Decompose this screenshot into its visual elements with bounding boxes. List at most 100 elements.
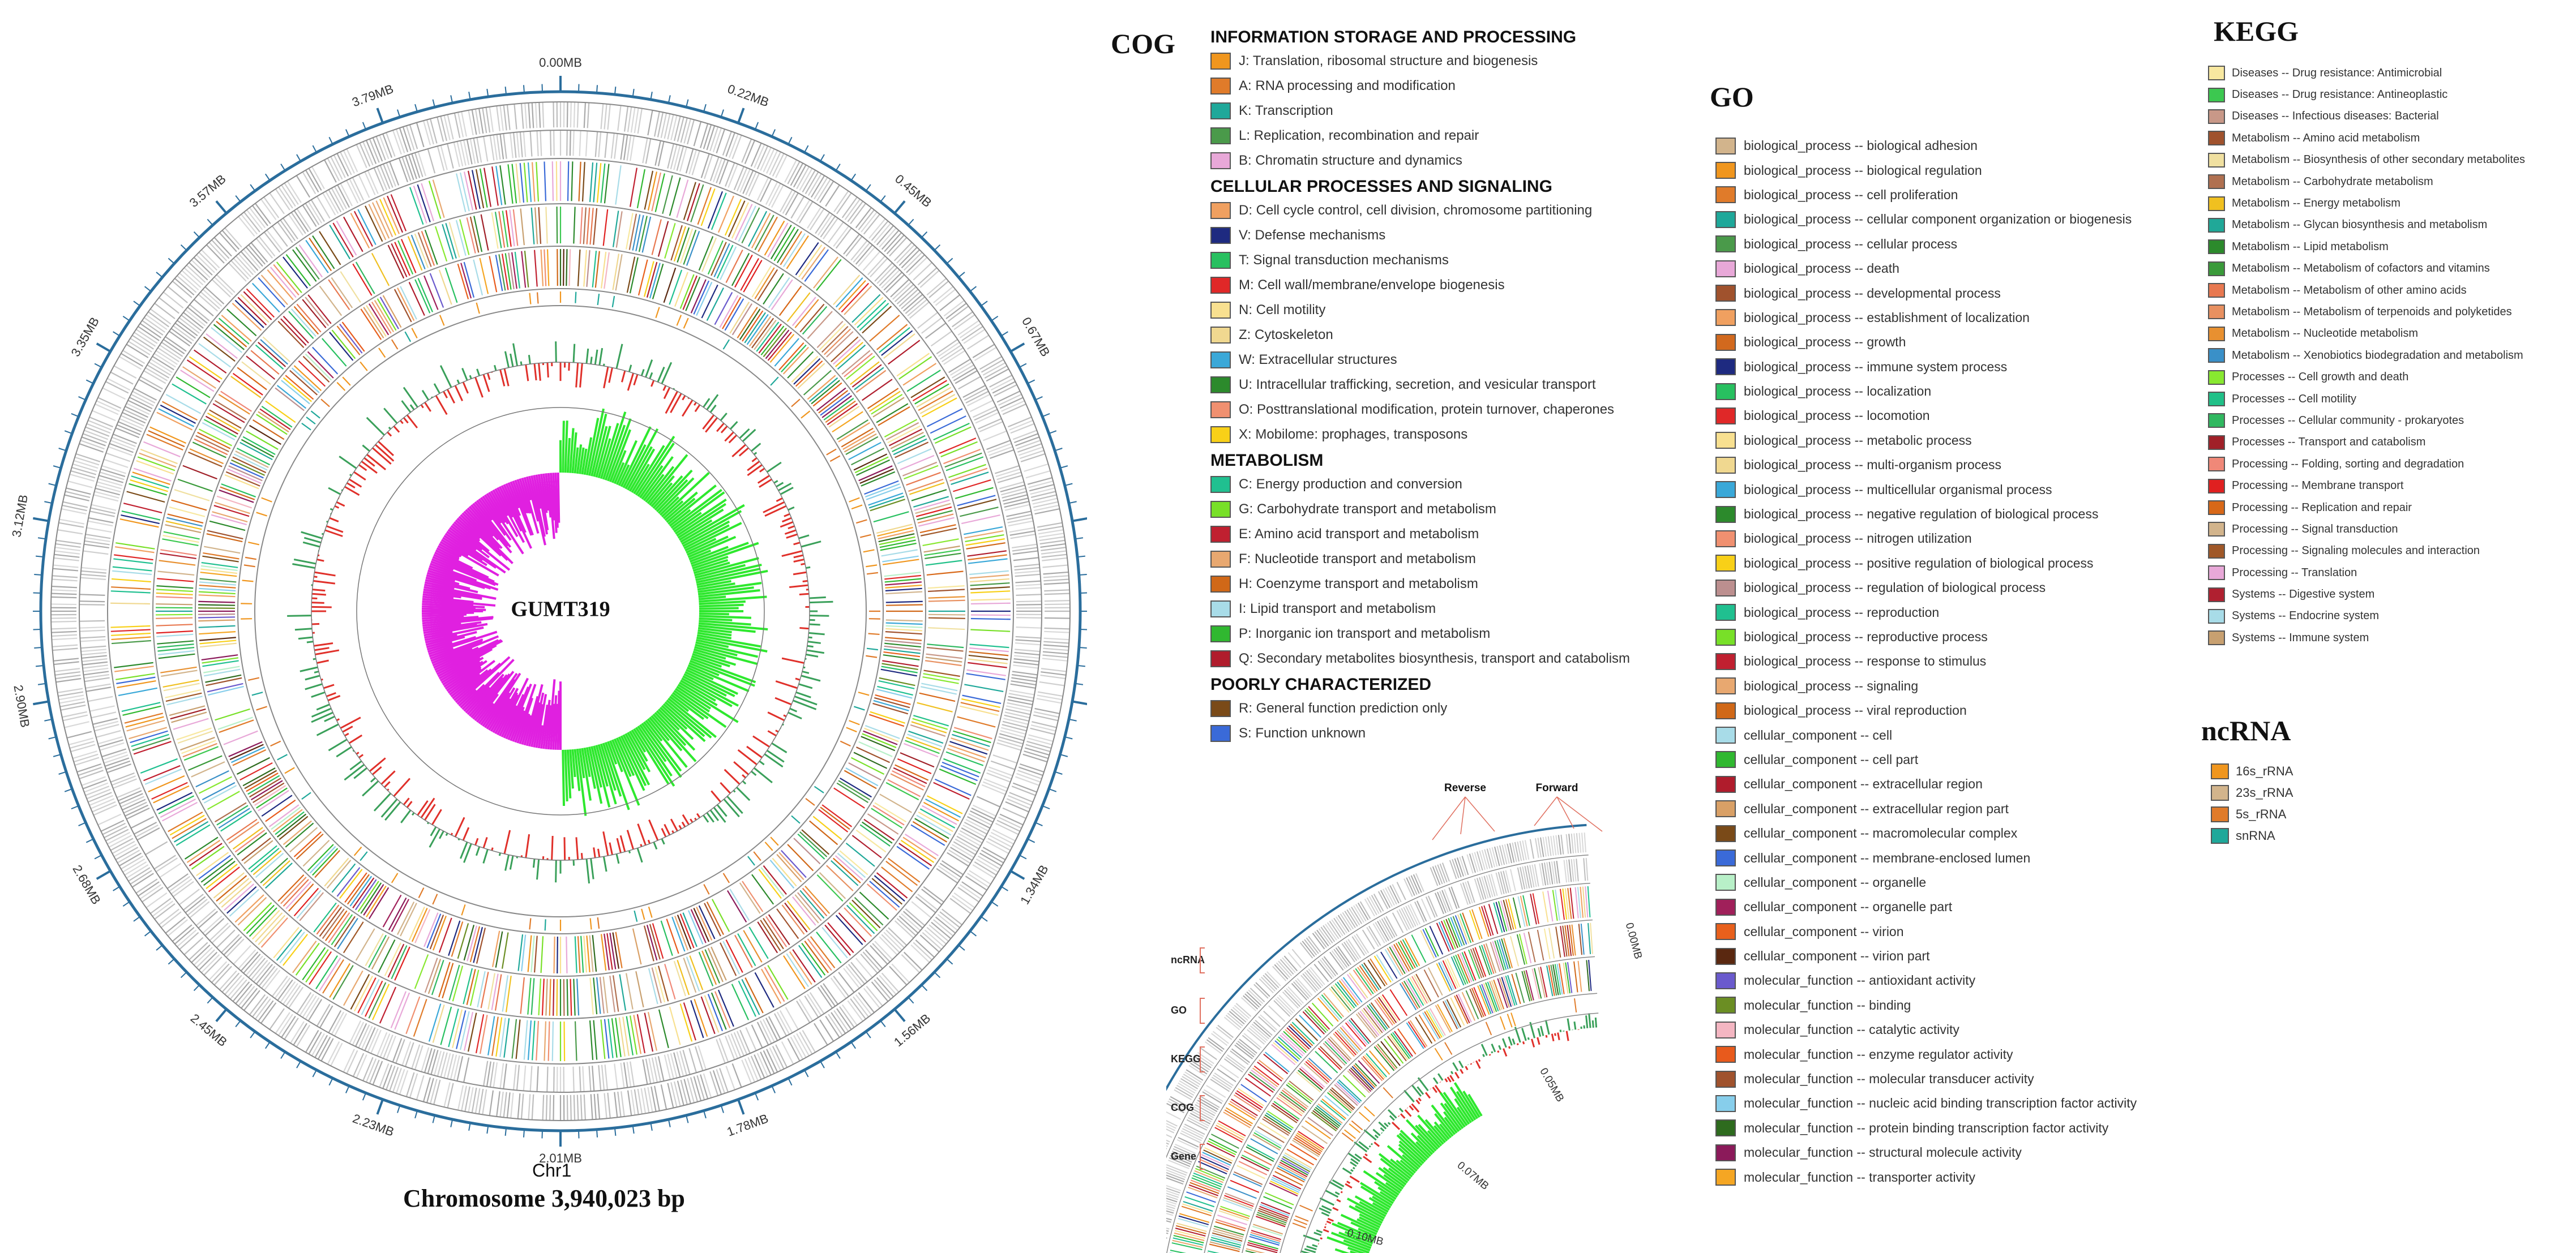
feature-mark	[183, 746, 219, 761]
gc-skew-bar	[510, 481, 533, 536]
feature-mark	[290, 1021, 305, 1044]
feature-mark	[579, 1066, 581, 1092]
feature-mark	[809, 377, 838, 402]
inset-feature-mark	[1410, 903, 1421, 925]
feature-mark	[1043, 641, 1069, 644]
inset-feature-mark	[1214, 1225, 1244, 1235]
feature-mark	[920, 686, 957, 695]
scale-tick	[96, 342, 111, 353]
inset-gc-bar	[1501, 1038, 1507, 1048]
scale-tick	[215, 1008, 228, 1022]
feature-mark	[901, 954, 920, 973]
feature-mark	[797, 892, 822, 921]
feature-mark	[739, 169, 751, 193]
feature-mark	[168, 812, 203, 833]
gc-skew-bar	[672, 692, 709, 719]
feature-mark	[284, 1018, 299, 1040]
feature-mark	[941, 860, 964, 876]
gc-content-bar	[590, 858, 594, 879]
feature-mark	[863, 818, 895, 841]
inset-feature-mark	[1295, 1018, 1319, 1041]
feature-mark	[371, 202, 390, 239]
legend-label: cellular_component -- virion	[1744, 924, 1904, 939]
feature-mark	[208, 866, 240, 892]
feature-mark	[299, 892, 324, 921]
feature-mark	[267, 269, 294, 301]
feature-mark	[186, 839, 221, 863]
gc-skew-bar	[431, 635, 499, 664]
feature-mark	[970, 598, 1011, 601]
feature-mark	[140, 448, 178, 465]
inset-feature-mark	[1509, 843, 1515, 863]
inset-feature-mark	[1529, 865, 1535, 888]
gc-skew-bar	[597, 744, 617, 805]
gc-skew-bar	[434, 551, 489, 579]
feature-mark	[382, 295, 402, 328]
feature-mark	[838, 780, 871, 801]
gc-skew-bar	[696, 636, 768, 653]
inset-feature-mark	[1366, 897, 1377, 916]
inset-feature-mark	[1329, 951, 1344, 971]
feature-mark	[757, 921, 778, 954]
feature-mark	[253, 850, 282, 876]
feature-mark	[493, 1062, 498, 1088]
inset-gc-bar	[1354, 1141, 1368, 1153]
legend-swatch	[1715, 456, 1736, 474]
feature-mark	[466, 217, 476, 254]
feature-mark	[67, 731, 92, 739]
inset-feature-mark	[1183, 1126, 1204, 1137]
feature-mark	[982, 362, 1006, 376]
inset-feature-mark	[1280, 1035, 1304, 1057]
gc-skew-bar	[595, 426, 611, 478]
go-legend-item: biological_process -- cell proliferation	[1715, 183, 2137, 207]
feature-mark	[611, 295, 615, 307]
inset-feature-mark	[1311, 1002, 1334, 1027]
feature-mark	[939, 862, 962, 878]
gc-skew-bar	[620, 735, 647, 787]
feature-mark	[361, 979, 380, 1015]
feature-mark	[885, 628, 923, 632]
inset-feature-mark	[1487, 981, 1499, 1011]
legend-label: P: Inorganic ion transport and metabolis…	[1239, 626, 1491, 641]
feature-mark	[816, 387, 846, 411]
feature-mark	[736, 1031, 748, 1055]
gc-content-bar	[323, 684, 335, 689]
feature-mark	[725, 132, 735, 157]
feature-mark	[570, 979, 572, 1016]
feature-mark	[952, 311, 973, 328]
feature-mark	[990, 831, 1014, 845]
feature-mark	[741, 979, 760, 1015]
inset-feature-mark	[1578, 833, 1582, 853]
feature-mark	[476, 137, 482, 163]
feature-mark	[277, 221, 293, 243]
feature-mark	[709, 1071, 719, 1096]
feature-mark	[748, 173, 760, 197]
feature-mark	[296, 303, 322, 333]
feature-mark	[569, 130, 571, 156]
gc-skew-bar	[562, 749, 566, 806]
feature-mark	[224, 474, 259, 490]
gc-skew-bar	[430, 640, 483, 662]
gc-skew-bar	[537, 474, 549, 530]
feature-mark	[851, 364, 882, 388]
feature-mark	[185, 309, 206, 327]
feature-mark	[801, 829, 830, 855]
inset-feature-mark	[1552, 890, 1558, 921]
feature-mark	[1024, 747, 1050, 756]
legend-swatch	[1715, 874, 1736, 891]
inset-feature-mark	[1246, 1248, 1265, 1253]
feature-mark	[172, 818, 207, 839]
feature-mark	[161, 341, 183, 357]
feature-mark	[514, 104, 517, 130]
gc-content-bar	[486, 372, 491, 380]
feature-mark	[896, 244, 915, 264]
feature-mark	[683, 118, 691, 144]
inset-feature-mark	[1183, 1074, 1201, 1085]
inset-gc-bar	[1323, 1229, 1329, 1233]
gc-skew-bar	[606, 418, 632, 482]
inset-feature-mark	[1263, 1053, 1289, 1075]
inset-feature-mark	[1253, 984, 1269, 999]
feature-mark	[423, 1048, 433, 1073]
feature-mark	[944, 452, 982, 468]
inset-feature-mark	[1486, 875, 1494, 898]
